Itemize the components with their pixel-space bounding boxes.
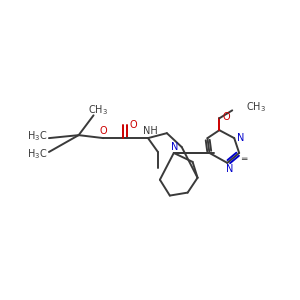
- Text: ═: ═: [242, 155, 247, 164]
- Text: CH$_3$: CH$_3$: [88, 103, 109, 117]
- Text: N: N: [171, 142, 178, 152]
- Text: O: O: [100, 126, 107, 136]
- Text: O: O: [129, 120, 137, 130]
- Text: N: N: [226, 164, 233, 174]
- Text: CH$_3$: CH$_3$: [246, 100, 266, 114]
- Text: O: O: [223, 112, 230, 122]
- Text: N: N: [238, 133, 245, 143]
- Text: NH: NH: [142, 126, 158, 136]
- Text: H$_3$C: H$_3$C: [27, 129, 47, 143]
- Text: H$_3$C: H$_3$C: [27, 147, 47, 161]
